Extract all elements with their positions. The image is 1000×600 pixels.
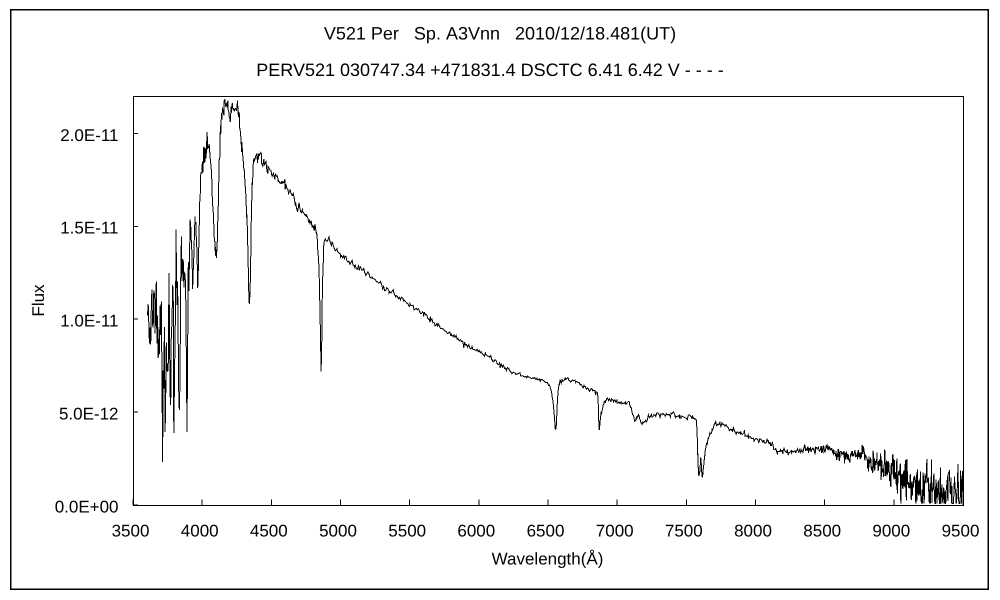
svg-text:7500: 7500 <box>665 522 703 541</box>
svg-text:1.0E-11: 1.0E-11 <box>60 312 118 331</box>
svg-text:1.5E-11: 1.5E-11 <box>60 219 118 238</box>
svg-text:8500: 8500 <box>803 522 841 541</box>
svg-text:Flux: Flux <box>29 284 48 317</box>
svg-text:2.0E-11: 2.0E-11 <box>60 126 118 145</box>
svg-text:PERV521 030747.34 +471831.4 DS: PERV521 030747.34 +471831.4 DSCTC 6.41 6… <box>256 60 723 80</box>
svg-text:3500: 3500 <box>112 522 150 541</box>
svg-text:4500: 4500 <box>250 522 288 541</box>
svg-text:5500: 5500 <box>388 522 426 541</box>
svg-text:5.0E-12: 5.0E-12 <box>59 404 119 423</box>
svg-text:4000: 4000 <box>181 522 219 541</box>
svg-text:9500: 9500 <box>942 522 980 541</box>
svg-text:5000: 5000 <box>319 522 357 541</box>
svg-text:V521 Per Sp. A3Vnn 2010/12: V521 Per Sp. A3Vnn 2010/12/18.481(UT) <box>324 24 676 44</box>
svg-text:7000: 7000 <box>596 522 634 541</box>
svg-text:Wavelength(Å): Wavelength(Å) <box>492 550 604 569</box>
svg-text:0.0E+00: 0.0E+00 <box>55 497 119 516</box>
svg-text:9000: 9000 <box>872 522 910 541</box>
svg-text:6000: 6000 <box>457 522 495 541</box>
svg-text:8000: 8000 <box>734 522 772 541</box>
svg-text:6500: 6500 <box>527 522 565 541</box>
